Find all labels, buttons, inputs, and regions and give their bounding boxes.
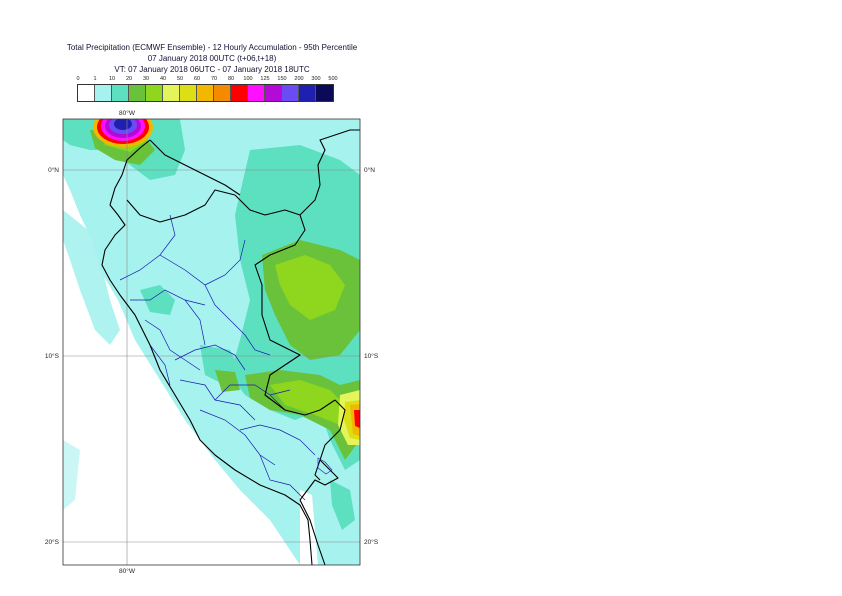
lat-label-left-10s: 10°S <box>45 352 60 360</box>
admin-boundaries <box>119 214 316 501</box>
legend-swatches <box>77 84 334 102</box>
legend-tick-label: 1 <box>93 76 97 82</box>
legend-swatch <box>112 85 129 101</box>
legend-swatch <box>214 85 231 101</box>
legend-tick-label: 300 <box>311 76 321 82</box>
lat-label-left-0: 0°N <box>48 166 59 174</box>
legend-tick-label: 50 <box>176 76 184 82</box>
legend-tick-label: 125 <box>260 76 270 82</box>
legend-swatch <box>95 85 112 101</box>
legend-swatch <box>282 85 299 101</box>
legend-tick-label: 70 <box>210 76 218 82</box>
map-title: Total Precipitation (ECMWF Ensemble) - 1… <box>66 43 358 52</box>
legend-tick-label: 100 <box>243 76 253 82</box>
legend-swatch <box>299 85 316 101</box>
legend-swatch <box>180 85 197 101</box>
lat-label-left-20s: 20°S <box>45 538 60 546</box>
legend-swatch <box>129 85 146 101</box>
legend-tick-label: 80 <box>227 76 235 82</box>
country-borders <box>101 129 360 566</box>
legend-swatch <box>197 85 214 101</box>
legend-tick-label: 60 <box>193 76 201 82</box>
legend-swatch <box>146 85 163 101</box>
legend-swatch <box>78 85 95 101</box>
lakes <box>317 457 333 475</box>
legend-tick-label: 0 <box>76 76 80 82</box>
legend-swatch <box>316 85 333 101</box>
map-valid-time: VT: 07 January 2018 06UTC - 07 January 2… <box>114 65 310 74</box>
legend-tick-label: 500 <box>328 76 338 82</box>
lon-label-top: 80°W <box>119 109 136 117</box>
legend-tick-label: 20 <box>125 76 133 82</box>
legend-swatch <box>265 85 282 101</box>
legend-tick-label: 10 <box>108 76 116 82</box>
legend-tick-label: 40 <box>159 76 167 82</box>
legend-swatch <box>163 85 180 101</box>
legend-tick-label: 200 <box>294 76 304 82</box>
lon-label-bottom: 80°W <box>119 567 136 575</box>
precip-field <box>63 119 360 565</box>
legend-swatch <box>248 85 265 101</box>
map-base-time: 07 January 2018 00UTC (t+06,t+18) <box>147 54 277 63</box>
lat-label-right-0: 0°N <box>364 166 375 174</box>
lat-label-right-20s: 20°S <box>364 538 379 546</box>
legend-tick-label: 30 <box>142 76 150 82</box>
legend-tick-label: 150 <box>277 76 287 82</box>
map-frame <box>62 118 361 566</box>
lat-label-right-10s: 10°S <box>364 352 379 360</box>
legend-swatch <box>231 85 248 101</box>
